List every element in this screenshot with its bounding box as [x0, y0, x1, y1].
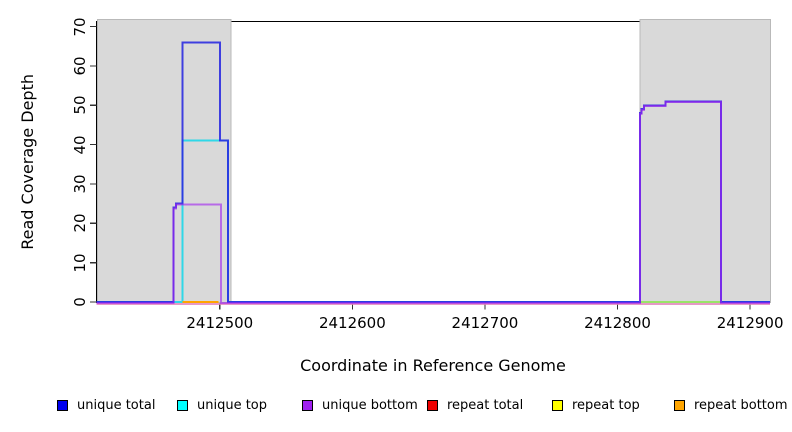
y-tick-label: 40 — [71, 135, 89, 155]
legend-swatch-icon — [552, 400, 563, 411]
x-tick-label: 2412600 — [318, 314, 386, 332]
legend-item-unique-total: unique total — [57, 398, 155, 413]
legend-label: unique bottom — [322, 398, 418, 413]
x-axis-title: Coordinate in Reference Genome — [300, 356, 566, 375]
x-tick-label: 2412800 — [584, 314, 651, 332]
legend-label: repeat top — [572, 398, 640, 413]
x-tick-label: 2412900 — [716, 314, 784, 332]
y-tick-label: 50 — [71, 95, 89, 115]
y-tick-label: 20 — [71, 213, 89, 233]
legend-label: repeat total — [447, 398, 524, 413]
y-tick-label: 30 — [71, 174, 89, 194]
repeat-region-shade-0 — [96, 19, 232, 303]
legend-label: repeat bottom — [694, 398, 788, 413]
legend-swatch-icon — [57, 400, 68, 411]
y-tick-label: 60 — [71, 56, 89, 76]
series-unique-bottom — [96, 101, 770, 304]
legend-label: unique total — [77, 398, 156, 413]
legend-swatch-icon — [177, 400, 188, 411]
repeat-region-shade-1 — [639, 19, 772, 303]
legend-item-repeat-bottom: repeat bottom — [674, 398, 788, 413]
y-tick-label: 10 — [71, 253, 89, 273]
legend-swatch-icon — [427, 400, 438, 411]
x-tick-label: 2412700 — [451, 314, 519, 332]
y-tick-label: 70 — [71, 17, 89, 37]
legend-item-unique-top: unique top — [177, 398, 267, 413]
legend-item-repeat-total: repeat total — [427, 398, 523, 413]
legend-item-unique-bottom: unique bottom — [302, 398, 418, 413]
legend-item-repeat-top: repeat top — [552, 398, 640, 413]
x-tick-label: 2412500 — [186, 314, 254, 332]
y-tick-label: 0 — [71, 297, 89, 307]
legend-swatch-icon — [302, 400, 313, 411]
legend-label: unique top — [197, 398, 268, 413]
legend-swatch-icon — [674, 400, 685, 411]
